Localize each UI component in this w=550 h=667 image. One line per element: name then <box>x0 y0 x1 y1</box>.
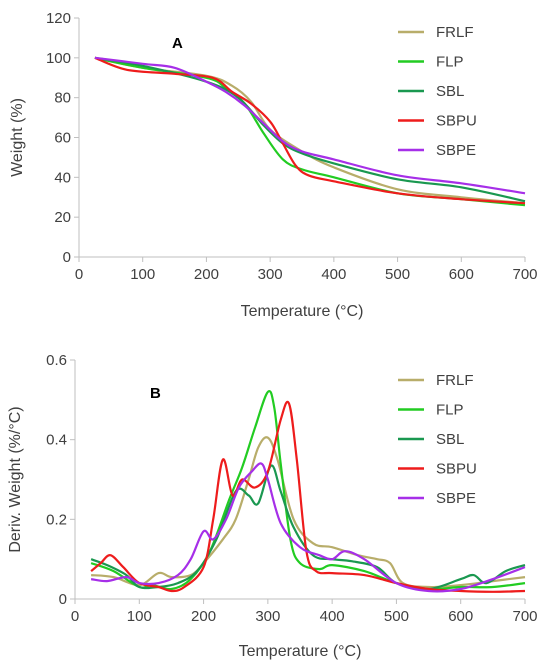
legend-label-flp: FLP <box>436 54 464 71</box>
x-tick-label: 400 <box>320 608 345 625</box>
x-tick-label: 200 <box>191 608 216 625</box>
x-tick-label: 0 <box>75 266 83 283</box>
y-tick-label: 0.6 <box>46 352 67 369</box>
x-tick-label: 300 <box>255 608 280 625</box>
series-line-sbpu <box>94 56 526 205</box>
x-tick-label: 600 <box>448 608 473 625</box>
legend-label-flp: FLP <box>436 402 464 419</box>
y-tick-label: 120 <box>46 10 71 27</box>
legend-label-sbl: SBL <box>436 431 464 448</box>
x-tick-label: 600 <box>449 266 474 283</box>
legend-label-sbpu: SBPU <box>436 113 477 130</box>
y-tick-label: 0 <box>63 249 71 266</box>
y-axis-label: Weight (%) <box>9 98 26 177</box>
y-tick-label: 0.2 <box>46 511 67 528</box>
series-line-sbpu <box>90 400 526 593</box>
legend-label-sbpe: SBPE <box>436 490 476 507</box>
series-line-sbl <box>94 56 526 203</box>
chart-panel-a: 0 100 200 300 400 500 600 700 0 20 40 60 80 100 120 Tem… <box>9 10 538 320</box>
legend-label-sbpe: SBPE <box>436 142 476 159</box>
panel-label: A <box>172 35 183 52</box>
y-tick-label: 0.4 <box>46 432 67 449</box>
legend-label-sbpu: SBPU <box>436 461 477 478</box>
y-tick-label: 20 <box>54 209 71 226</box>
panel-label: B <box>150 385 161 402</box>
series-line-sbpe <box>94 56 526 195</box>
y-tick-label: 100 <box>46 50 71 67</box>
y-tick-label: 0 <box>59 591 67 608</box>
x-tick-label: 100 <box>130 266 155 283</box>
x-tick-label: 300 <box>258 266 283 283</box>
y-tick-label: 60 <box>54 130 71 147</box>
y-axis-label: Deriv. Weight (%/°C) <box>7 406 24 552</box>
x-tick-label: 500 <box>385 266 410 283</box>
chart-panel-b: 0 100 200 300 400 500 600 700 0 0.2 0.4 0.6 Temperat… <box>7 352 538 660</box>
x-tick-label: 100 <box>127 608 152 625</box>
x-axis-label: Temperature (°C) <box>241 303 364 320</box>
x-tick-label: 500 <box>384 608 409 625</box>
series-line-sbpe <box>90 462 526 593</box>
x-tick-label: 700 <box>512 608 537 625</box>
y-tick-label: 40 <box>54 169 71 186</box>
x-tick-label: 0 <box>71 608 79 625</box>
x-tick-label: 200 <box>194 266 219 283</box>
legend-label-frlf: FRLF <box>436 372 474 389</box>
x-tick-label: 400 <box>321 266 346 283</box>
x-tick-label: 700 <box>512 266 537 283</box>
legend-label-frlf: FRLF <box>436 24 474 41</box>
series-line-frlf <box>94 56 526 205</box>
y-tick-label: 80 <box>54 90 71 107</box>
legend-label-sbl: SBL <box>436 83 464 100</box>
series-line-sbl <box>90 464 526 591</box>
x-axis-label: Temperature (°C) <box>239 643 362 660</box>
